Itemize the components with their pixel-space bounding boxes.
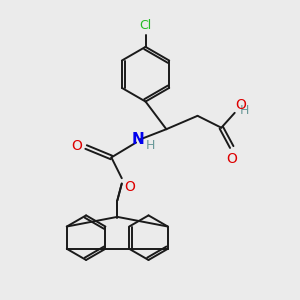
Text: H: H xyxy=(145,139,155,152)
Text: H: H xyxy=(240,104,249,117)
Text: O: O xyxy=(125,180,136,194)
Text: Cl: Cl xyxy=(140,19,152,32)
Text: O: O xyxy=(71,139,82,152)
Text: O: O xyxy=(235,98,246,112)
Text: O: O xyxy=(226,152,237,167)
Text: N: N xyxy=(132,132,145,147)
